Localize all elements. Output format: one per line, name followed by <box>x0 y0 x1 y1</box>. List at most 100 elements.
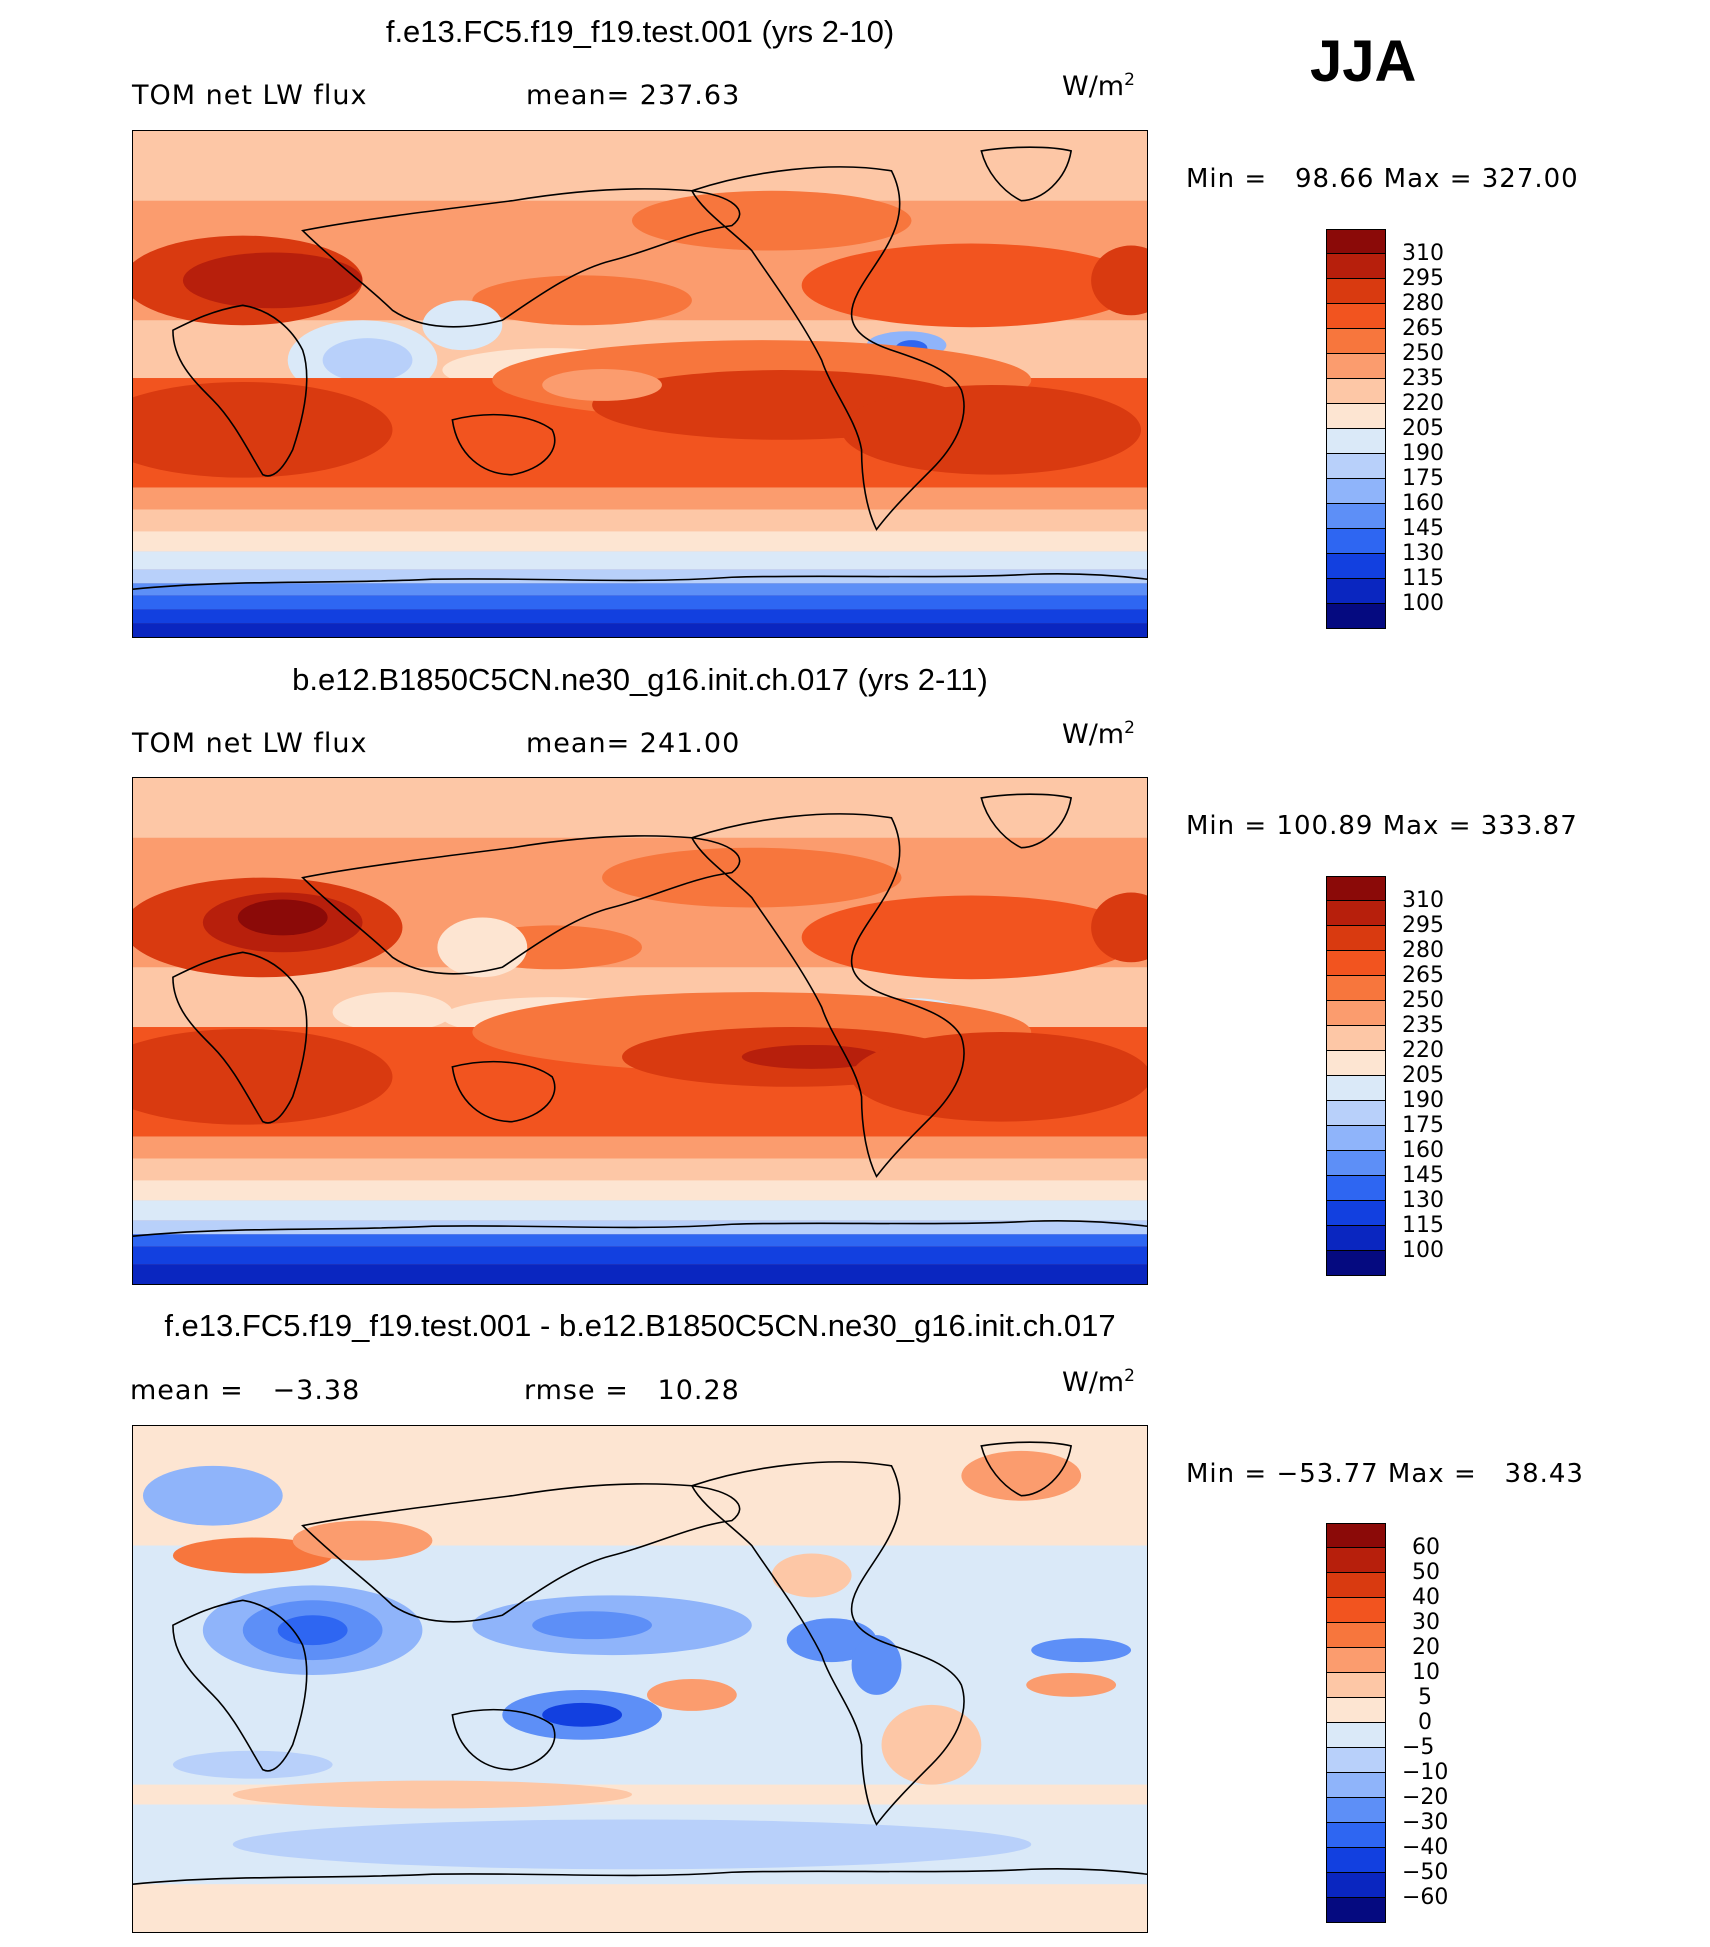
colorbar-label: 205 <box>1402 416 1444 441</box>
colorbar-label: 100 <box>1402 1238 1444 1263</box>
colorbar-cell <box>1326 1101 1386 1126</box>
panel-2-map <box>132 777 1148 1285</box>
colorbar-label: 0 <box>1418 1710 1432 1735</box>
colorbar-label: 115 <box>1402 566 1444 591</box>
colorbar-cell <box>1326 1251 1386 1276</box>
colorbar-cell <box>1326 1873 1386 1898</box>
colorbar-label: −30 <box>1402 1810 1449 1835</box>
colorbar-cell <box>1326 454 1386 479</box>
colorbar-label: 160 <box>1402 1138 1444 1163</box>
panel-3-mean-label: mean = −3.38 <box>130 1375 361 1406</box>
colorbar-cell <box>1326 1848 1386 1873</box>
colorbar-cell <box>1326 329 1386 354</box>
panel-3-title: f.e13.FC5.f19_f19.test.001 - b.e12.B1850… <box>164 1308 1116 1343</box>
panel-2-colorbar <box>1326 876 1386 1276</box>
colorbar-cell <box>1326 901 1386 926</box>
colorbar-label: 30 <box>1412 1610 1440 1635</box>
season-label: JJA <box>1310 29 1417 94</box>
colorbar-label: 220 <box>1402 391 1444 416</box>
colorbar-label: 145 <box>1402 1163 1444 1188</box>
panel-2-map-field <box>133 778 1147 1284</box>
panel-1-map-field <box>133 131 1147 637</box>
colorbar-label: −10 <box>1402 1760 1449 1785</box>
colorbar-cell <box>1326 1898 1386 1923</box>
colorbar-label: −50 <box>1402 1860 1449 1885</box>
colorbar-cell <box>1326 1226 1386 1251</box>
colorbar-cell <box>1326 354 1386 379</box>
colorbar-label: 115 <box>1402 1213 1444 1238</box>
panel-2-variable-label: TOM net LW flux <box>132 728 368 759</box>
panel-3-map <box>132 1425 1148 1933</box>
panel-1-colorbar <box>1326 229 1386 629</box>
colorbar-cell <box>1326 304 1386 329</box>
panel-2-units: W/m2 <box>1062 718 1135 750</box>
colorbar-cell <box>1326 554 1386 579</box>
colorbar-label: 10 <box>1412 1660 1440 1685</box>
colorbar-label: 310 <box>1402 241 1444 266</box>
colorbar-cell <box>1326 404 1386 429</box>
colorbar-cell <box>1326 1673 1386 1698</box>
colorbar-cell <box>1326 1573 1386 1598</box>
colorbar-cell <box>1326 1126 1386 1151</box>
colorbar-cell <box>1326 1076 1386 1101</box>
colorbar-label: 280 <box>1402 291 1444 316</box>
colorbar-cell <box>1326 1823 1386 1848</box>
colorbar-label: 60 <box>1412 1535 1440 1560</box>
panel-1-units: W/m2 <box>1062 70 1135 102</box>
colorbar-cell <box>1326 1748 1386 1773</box>
colorbar-cell <box>1326 1598 1386 1623</box>
colorbar-cell <box>1326 479 1386 504</box>
colorbar-cell <box>1326 579 1386 604</box>
colorbar-cell <box>1326 1548 1386 1573</box>
panel-1-title: f.e13.FC5.f19_f19.test.001 (yrs 2-10) <box>385 14 895 49</box>
panel-2-mean-label: mean= 241.00 <box>526 728 741 759</box>
colorbar-label: 50 <box>1412 1560 1440 1585</box>
colorbar-cell <box>1326 1723 1386 1748</box>
panel-2-min-max: Min = 100.89 Max = 333.87 <box>1186 811 1578 841</box>
colorbar-cell <box>1326 976 1386 1001</box>
colorbar-cell <box>1326 504 1386 529</box>
colorbar-cell <box>1326 1523 1386 1548</box>
colorbar-cell <box>1326 1698 1386 1723</box>
colorbar-cell <box>1326 604 1386 629</box>
colorbar-cell <box>1326 254 1386 279</box>
colorbar-label: 235 <box>1402 366 1444 391</box>
colorbar-cell <box>1326 1201 1386 1226</box>
colorbar-cell <box>1326 1051 1386 1076</box>
colorbar-label: 310 <box>1402 888 1444 913</box>
colorbar-cell <box>1326 1001 1386 1026</box>
panel-1-min-max: Min = 98.66 Max = 327.00 <box>1186 164 1579 194</box>
colorbar-label: 235 <box>1402 1013 1444 1038</box>
colorbar-label: 295 <box>1402 266 1444 291</box>
colorbar-label: 250 <box>1402 341 1444 366</box>
colorbar-cell <box>1326 1623 1386 1648</box>
colorbar-label: 100 <box>1402 591 1444 616</box>
colorbar-label: 130 <box>1402 541 1444 566</box>
colorbar-cell <box>1326 279 1386 304</box>
colorbar-label: 175 <box>1402 1113 1444 1138</box>
panel-1-mean-label: mean= 237.63 <box>526 80 741 111</box>
colorbar-label: 265 <box>1402 316 1444 341</box>
colorbar-label: −60 <box>1402 1885 1449 1910</box>
colorbar-cell <box>1326 876 1386 901</box>
colorbar-cell <box>1326 1151 1386 1176</box>
panel-3-units: W/m2 <box>1062 1366 1135 1398</box>
colorbar-label: −20 <box>1402 1785 1449 1810</box>
colorbar-label: 145 <box>1402 516 1444 541</box>
colorbar-cell <box>1326 379 1386 404</box>
colorbar-label: 130 <box>1402 1188 1444 1213</box>
colorbar-label: 20 <box>1412 1635 1440 1660</box>
colorbar-label: 190 <box>1402 441 1444 466</box>
colorbar-cell <box>1326 529 1386 554</box>
colorbar-label: −40 <box>1402 1835 1449 1860</box>
panel-1-map <box>132 130 1148 638</box>
colorbar-cell <box>1326 1773 1386 1798</box>
panel-3-map-field <box>133 1426 1147 1932</box>
colorbar-label: 40 <box>1412 1585 1440 1610</box>
colorbar-label: 220 <box>1402 1038 1444 1063</box>
colorbar-label: 5 <box>1418 1685 1432 1710</box>
colorbar-cell <box>1326 1176 1386 1201</box>
colorbar-label: 190 <box>1402 1088 1444 1113</box>
colorbar-cell <box>1326 926 1386 951</box>
colorbar-label: 160 <box>1402 491 1444 516</box>
